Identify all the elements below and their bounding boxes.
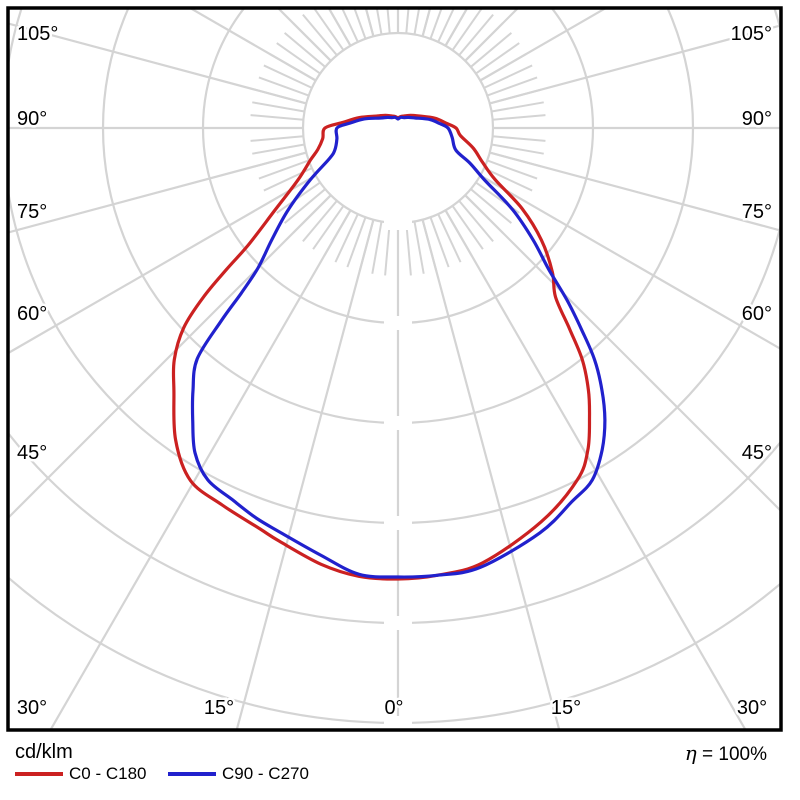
grid-fine-tick [458,13,494,56]
grid-fine-tick [252,101,305,113]
grid-fine-tick [413,221,425,274]
grid-ray [9,194,332,519]
grid-fine-tick [413,9,420,35]
grid-fine-tick [302,13,338,56]
legend-swatch-red-line [15,772,63,776]
grid-ray [464,194,780,512]
grid-fine-tick [386,9,391,34]
grid-fine-tick [451,9,483,51]
grid-fine-tick [312,205,345,250]
unit-label: cd/klm [15,741,73,763]
grid-fine-tick [376,9,383,35]
gamma-angle-label: 90° [742,108,772,130]
grid-ray [479,9,606,82]
gamma-angle-label: 105° [731,23,772,45]
gamma-angle-label: 75° [17,201,47,223]
grid-fine-tick [302,200,338,243]
grid-fine-tick [429,9,443,40]
grid-fine-tick [475,42,520,75]
grid-fine-tick [250,114,304,121]
ring-label-gap [384,316,412,330]
ring-label-gap [384,716,412,730]
gamma-angle-label: 0° [384,697,403,719]
grid-ray [190,9,317,82]
ring-label-gap [384,616,412,630]
eta-symbol: η [684,741,697,765]
ring-label-gap [384,416,412,430]
grid-fine-tick [263,64,313,89]
grid-ray [9,22,307,105]
ring-label-gap [384,216,412,230]
intensity-curves [171,113,607,581]
grid-fine-tick [258,76,310,97]
grid-ray [235,219,375,729]
grid-ray [489,151,780,232]
grid-fine-tick [250,135,304,142]
grid-fine-tick [486,159,538,180]
grid-fine-tick [371,221,383,274]
grid-fine-tick [334,213,359,263]
grid-fine-tick [405,9,410,34]
gamma-angle-label: 45° [17,442,47,464]
grid-fine-tick [283,188,326,224]
grid-fine-tick [437,213,462,263]
gamma-angle-label: 60° [17,303,47,325]
plot-frame [6,6,783,732]
grid-fine-tick [451,205,484,250]
grid-fine-tick [483,167,533,192]
grid-fine-tick [283,32,326,68]
grid-ray [50,209,352,729]
legend-swatch-blue-line [168,772,216,776]
grid-fine-tick [384,222,391,276]
grid-ray [9,174,317,354]
grid-fine-tick [346,216,367,268]
grid-fine-tick [483,64,533,89]
gamma-angle-label: 45° [742,442,772,464]
grid-fine-tick [470,188,513,224]
grid-fine-tick [458,200,494,243]
grid-fine-tick [341,9,359,43]
eta-value: = 100% [696,744,767,765]
grid-ray [421,219,561,729]
grid-ray [444,209,746,729]
grid-fine-tick [276,42,321,75]
grid-fine-tick [437,9,455,43]
grid-fine-tick [405,222,412,276]
grid-fine-tick [429,216,450,268]
gamma-angle-label: 105° [17,23,58,45]
grid-ray [9,151,307,234]
grid-fine-tick [470,32,513,68]
ring-label-gap [384,516,412,530]
grid-fine-tick [492,114,546,121]
gamma-angle-label: 75° [742,201,772,223]
grid-fine-tick [491,101,544,113]
legend-item-c0-c180: C0 - C180 [15,764,146,784]
grid-fine-tick [252,143,305,155]
grid-fine-tick [313,9,345,51]
grid-ring [301,31,495,225]
gamma-angle-label: 30° [17,697,47,719]
gamma-angle-label: 90° [17,108,47,130]
grid-fine-tick [492,135,546,142]
grid-fine-tick [486,76,538,97]
gamma-angle-label: 60° [742,303,772,325]
grid-fine-tick [258,159,310,180]
gamma-angle-label: 30° [737,697,767,719]
gamma-angle-label: 15° [204,697,234,719]
grid-fine-tick [491,143,544,155]
gamma-angle-label: 15° [551,697,581,719]
legend-item-c90-c270: C90 - C270 [168,764,309,784]
legend-label-c90-c270: C90 - C270 [222,764,309,783]
grid-ray [489,24,780,105]
legend-label-c0-c180: C0 - C180 [69,764,147,783]
grid-ray [479,174,780,350]
efficiency-label: η = 100% [685,741,767,766]
curve-c0-c180 [171,113,592,581]
grid-fine-tick [353,9,367,40]
curve-c90-c270 [190,115,607,579]
